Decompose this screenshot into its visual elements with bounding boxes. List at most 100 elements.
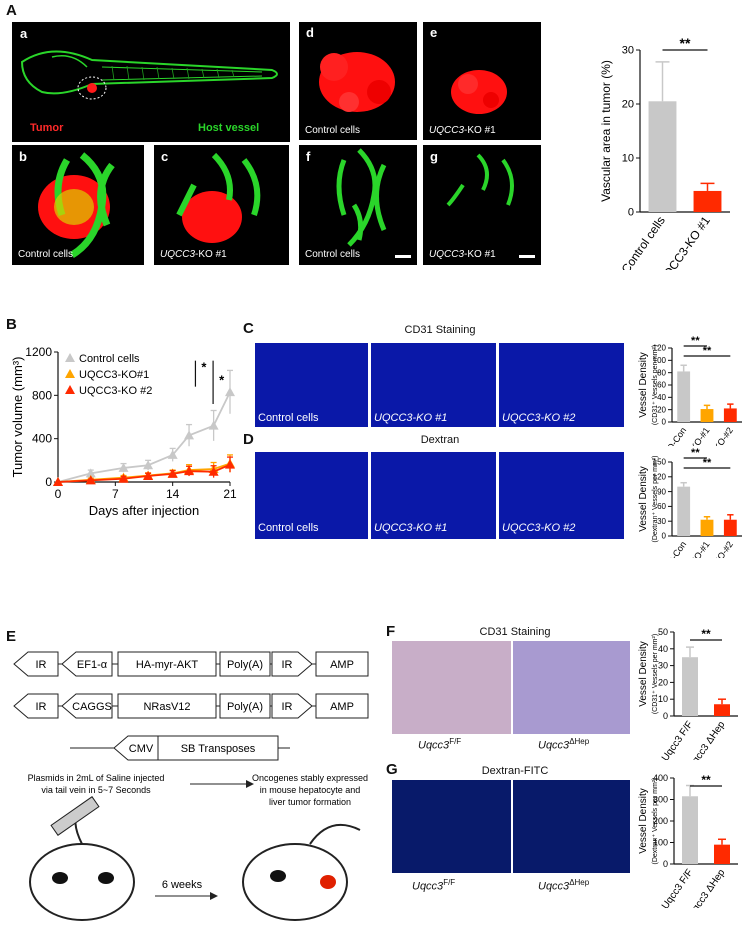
polya-box-label: Poly(A) bbox=[227, 701, 263, 713]
y-tick-label: 100 bbox=[653, 356, 667, 365]
caption-f: Control cells bbox=[305, 249, 361, 260]
amp-box bbox=[315, 651, 369, 677]
y-tick-label: 0 bbox=[662, 418, 667, 427]
significance-label: ** bbox=[691, 335, 700, 347]
injection-text-1: Plasmids in 2mL of Saline injected bbox=[28, 773, 165, 783]
y-tick-label: 50 bbox=[658, 627, 668, 637]
data-point bbox=[225, 387, 235, 397]
fitc-image-ff bbox=[392, 780, 511, 873]
y-axis-label-units: (Dextran⁺ Vessels per mm²) bbox=[652, 778, 659, 865]
y-tick-label: 80 bbox=[657, 368, 666, 377]
y-axis-label: Vessel Density bbox=[638, 641, 649, 707]
cd31-image-ko2 bbox=[499, 343, 624, 427]
caption-c1: Control cells bbox=[258, 412, 319, 424]
panel-D-title: Dextran bbox=[420, 434, 460, 446]
bar bbox=[714, 844, 730, 864]
caption-d2: UQCC3-KO #1 bbox=[374, 522, 448, 534]
y-tick-label: 800 bbox=[32, 388, 52, 402]
zebrafish-drawing bbox=[20, 50, 278, 100]
injection-text-2: via tail vein in 5~7 Seconds bbox=[41, 785, 151, 795]
y-tick-label: 200 bbox=[653, 816, 668, 826]
gene-box-label: NRasV12 bbox=[143, 701, 190, 713]
x-tick-label: KO-Con bbox=[661, 425, 688, 446]
polya-box bbox=[219, 693, 271, 719]
caption-c: UQCC3-KO #1 bbox=[160, 249, 227, 260]
ir-right bbox=[271, 651, 313, 677]
subpanel-letter-c: c bbox=[161, 149, 169, 164]
y-tick-label: 120 bbox=[653, 344, 667, 353]
subpanel-letter-a: a bbox=[20, 26, 28, 41]
tumor-vessel-image-c: c UQCC3-KO #1 bbox=[154, 145, 289, 265]
legend-marker bbox=[65, 385, 75, 394]
y-tick-label: 30 bbox=[657, 517, 666, 526]
tumor-label: Tumor bbox=[30, 122, 64, 134]
x-tick-label: KO-#1 bbox=[689, 539, 712, 558]
panel-letter-E: E bbox=[6, 628, 17, 645]
bar bbox=[648, 101, 677, 212]
x-tick-label: KO-#2 bbox=[712, 539, 735, 558]
mouse-right-eye bbox=[270, 870, 286, 882]
bar bbox=[677, 371, 691, 422]
series-line bbox=[57, 391, 231, 483]
y-tick-label: 120 bbox=[653, 472, 667, 481]
caption-b: Control cells bbox=[18, 249, 74, 260]
plasmid-diagram: IR EF1-α HA-myr-AKT Poly(A) IR AMP IR CAGGS NRas… bbox=[13, 651, 369, 921]
significance-label: ** bbox=[703, 457, 712, 469]
cd31-image-ko1 bbox=[371, 343, 496, 427]
panel-G-title: Dextran-FITC bbox=[481, 765, 549, 777]
significance-label: ** bbox=[703, 345, 712, 357]
y-tick-label: 0 bbox=[45, 475, 52, 489]
subpanel-letter-g: g bbox=[430, 149, 438, 164]
significance-label: ** bbox=[701, 773, 711, 787]
panel-F-title: CD31 Staining bbox=[479, 626, 551, 638]
y-tick-label: 20 bbox=[658, 677, 668, 687]
y-tick-label: 400 bbox=[32, 432, 52, 446]
ir-right bbox=[271, 693, 313, 719]
chart-cd31-density: 0 20 40 60 80 100 120 KO-Con KO-#1 KO-#2 Vessel De… bbox=[638, 335, 742, 446]
bar bbox=[677, 486, 691, 536]
amp-box bbox=[315, 693, 369, 719]
vessel-image-f: f Control cells bbox=[299, 145, 417, 265]
mouse-left bbox=[29, 843, 135, 921]
bar bbox=[714, 704, 730, 716]
y-tick-label: 400 bbox=[653, 773, 668, 783]
significance-label: * bbox=[219, 373, 225, 388]
panel-letter-D: D bbox=[243, 431, 254, 448]
promoter bbox=[61, 651, 113, 677]
tumor-vessel-image-b: b Control cells bbox=[12, 145, 144, 265]
legend-label: UQCC3-KO #2 bbox=[79, 385, 152, 397]
panel-letter-A: A bbox=[6, 2, 17, 19]
mouse-right-tail bbox=[309, 823, 361, 845]
arrow-head bbox=[210, 892, 218, 900]
panel-C-title: CD31 Staining bbox=[404, 324, 476, 336]
polya-box-label: Poly(A) bbox=[227, 659, 263, 671]
x-tick-label: KO-#1 bbox=[689, 425, 712, 446]
amp-box-label: AMP bbox=[330, 701, 354, 713]
promoter bbox=[61, 693, 113, 719]
tumor-image-e: e UQCC3-KO #1 bbox=[423, 22, 541, 140]
y-axis-label: Vessel Density bbox=[638, 466, 649, 532]
mouse-left-eye bbox=[98, 872, 114, 884]
bar bbox=[693, 190, 722, 212]
outcome-text: Oncogenes stably expressed bbox=[252, 773, 368, 783]
label-ff: Uqcc3F/F bbox=[418, 737, 462, 752]
ihc-image-dhep bbox=[513, 641, 630, 734]
y-tick-label: 0 bbox=[663, 711, 668, 721]
y-tick-label: 90 bbox=[657, 487, 666, 496]
caption-g: UQCC3-KO #1 bbox=[429, 249, 496, 260]
tumor-image-d: d Control cells bbox=[299, 22, 417, 140]
x-tick-label: Uqcc3 F/F bbox=[660, 719, 695, 760]
legend-marker bbox=[65, 369, 75, 378]
bar bbox=[700, 409, 714, 422]
mouse-right-tumor bbox=[320, 875, 336, 889]
panel-letter-F: F bbox=[386, 623, 396, 640]
y-tick-label: 30 bbox=[658, 661, 668, 671]
y-tick-label: 40 bbox=[658, 644, 668, 654]
bar bbox=[723, 408, 737, 422]
label-dhep: Uqcc3ΔHep bbox=[538, 737, 590, 752]
promoter-label: CAGGS bbox=[72, 701, 112, 713]
caption-e: UQCC3-KO #1 bbox=[429, 125, 496, 136]
legend-marker bbox=[65, 353, 75, 362]
